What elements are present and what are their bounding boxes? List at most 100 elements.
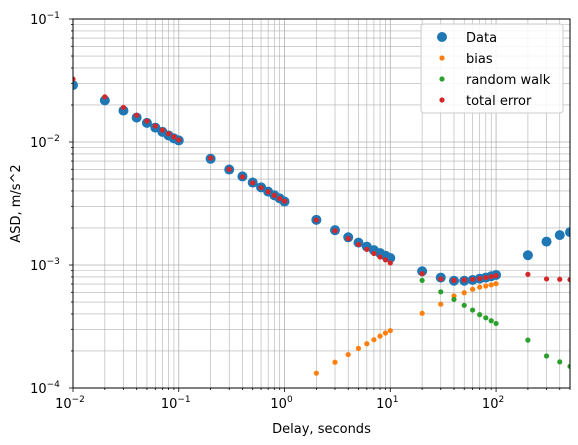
data-point [165,131,172,137]
data-point [477,312,483,318]
data-point [438,276,444,282]
data-point [451,277,457,283]
y-tick-label: 10−4 [30,380,60,397]
legend-marker [439,97,445,103]
data-point [567,363,570,369]
y-tick-label: 10−2 [30,134,60,151]
x-tick-label: 100 [270,395,293,412]
grid-lines [72,18,571,389]
y-tick-label: 10−3 [30,257,60,274]
data-point [557,359,563,365]
data-point [493,320,499,327]
data-point [470,307,476,313]
x-tick-label: 10−2 [55,395,85,412]
data-point [345,235,351,242]
data-point [120,104,127,111]
x-tick-label: 101 [376,395,398,412]
data-point [488,282,494,288]
data-point [377,333,383,339]
data-point [134,112,140,118]
data-point [461,290,467,296]
legend-label: random walk [466,73,551,88]
data-point [470,276,476,282]
series-random-walk [419,277,570,369]
data-point [73,80,78,91]
data-point [73,76,76,82]
data-point [565,227,570,238]
data-point [345,351,351,358]
data-point [493,273,499,279]
data-point [258,185,264,191]
data-point [483,283,489,289]
data-point [382,330,389,336]
data-point [525,337,531,343]
data-point [477,284,483,290]
data-point [438,289,444,295]
data-point [271,192,277,199]
data-point [419,310,425,316]
data-point [364,246,370,252]
data-point [371,337,377,343]
data-point [522,250,533,261]
data-point [477,276,483,282]
data-point [176,137,182,143]
legend-label: Data [466,31,497,46]
data-point [355,241,362,248]
data-point [265,189,271,195]
y-axis-label: ASD, m/s^2 [9,164,24,242]
data-point [355,345,362,351]
data-point [144,118,150,124]
data-point [277,195,283,202]
data-point [387,260,393,266]
data-point [152,123,158,129]
legend-marker [439,55,445,61]
data-point [554,230,565,241]
data-point [171,134,177,140]
data-point [483,315,489,321]
data-point [451,296,457,303]
legend-marker [439,76,445,82]
series-bias [313,281,499,376]
x-axis-label: Delay, seconds [272,422,371,437]
x-tick-label: 10−1 [161,395,191,412]
data-point [470,286,476,292]
legend: Data bias random walk total error [420,23,564,114]
legend-box [420,23,564,114]
data-point [525,271,531,277]
axis-ticks: 10−2 10−1 100 101 102 10−4 10−3 10−2 10−1 [30,11,571,412]
plot-area-frame [72,18,571,389]
data-point [226,166,232,172]
legend-label: total error [466,94,532,109]
data-point [567,277,570,283]
data-point [239,174,246,180]
data-point [99,95,110,106]
data-point [387,327,393,334]
y-tick-label: 10−1 [30,11,60,28]
data-point [332,359,338,365]
series-total-error [73,76,570,283]
data-point [332,228,338,234]
data-point [159,127,165,133]
legend-label: bias [466,52,493,67]
data-point [461,277,467,283]
data-point [382,257,389,263]
data-point [488,318,494,324]
data-point [313,370,319,376]
data-point [419,277,425,283]
data-point [438,301,444,307]
x-tick-label: 102 [482,395,504,412]
data-point [461,302,467,308]
data-point [419,271,425,277]
data-point [541,236,552,247]
data-point [488,273,494,280]
data-point [377,254,383,260]
data-point [371,250,377,257]
data-point [313,217,319,223]
data-point [208,155,214,161]
data-point [543,276,550,282]
data-point [543,353,550,359]
data-point [483,274,489,281]
data-point [281,198,288,204]
legend-marker [437,32,447,42]
